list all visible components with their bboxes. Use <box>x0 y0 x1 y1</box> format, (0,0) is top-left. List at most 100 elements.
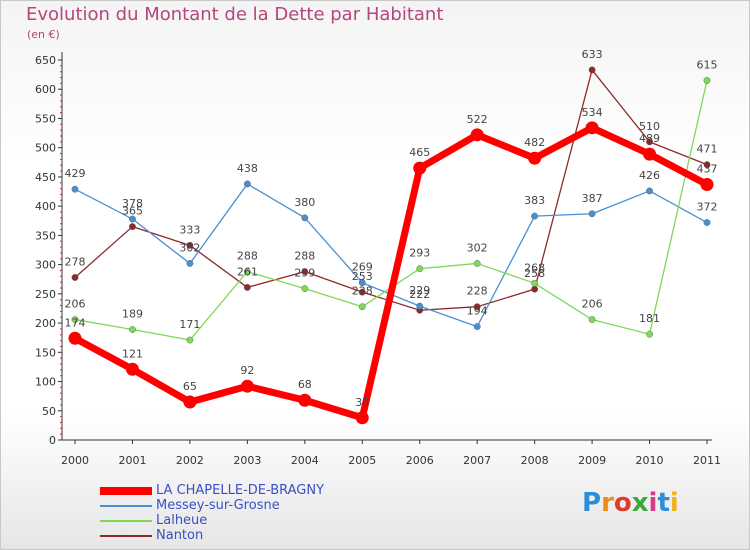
data-point <box>646 330 653 338</box>
data-label: 189 <box>122 308 143 321</box>
y-axis-unit: (en €) <box>27 28 60 41</box>
data-point <box>413 161 427 175</box>
data-point <box>703 77 711 84</box>
data-point <box>531 212 539 220</box>
data-point <box>125 362 139 376</box>
data-point <box>588 316 596 323</box>
data-label: 261 <box>237 265 258 278</box>
x-tick-label: 2005 <box>348 454 376 467</box>
series-line <box>71 124 711 422</box>
data-point <box>186 260 194 267</box>
data-label: 437 <box>697 163 718 176</box>
data-label: 438 <box>237 162 258 175</box>
data-label: 229 <box>409 284 430 297</box>
x-tick-label: 2011 <box>693 454 721 467</box>
data-point <box>301 214 309 222</box>
data-label: 489 <box>639 132 660 145</box>
y-tick-label: 150 <box>35 346 56 359</box>
data-point <box>298 393 312 407</box>
legend-label: Lalheue <box>156 513 208 528</box>
legend-swatch <box>100 520 152 522</box>
data-label: 65 <box>183 380 197 393</box>
data-label: 387 <box>582 192 603 205</box>
data-label: 426 <box>639 169 660 182</box>
data-point <box>129 223 136 231</box>
data-point <box>301 285 309 292</box>
data-label: 206 <box>65 298 86 311</box>
data-label: 181 <box>639 312 660 325</box>
data-point <box>416 302 424 310</box>
legend-swatch <box>100 505 152 507</box>
y-tick-label: 250 <box>35 288 56 301</box>
data-label: 92 <box>240 364 254 377</box>
y-tick-label: 400 <box>35 200 56 213</box>
data-label: 121 <box>122 347 143 360</box>
x-tick-label: 2010 <box>636 454 664 467</box>
data-point <box>531 279 539 287</box>
data-label: 38 <box>355 396 369 409</box>
data-label: 253 <box>352 270 373 283</box>
y-tick-label: 650 <box>35 54 56 67</box>
y-tick-label: 0 <box>49 434 56 447</box>
data-label: 615 <box>697 58 718 71</box>
series-line <box>74 69 708 311</box>
data-label: 429 <box>65 167 86 180</box>
data-point <box>243 284 251 291</box>
data-point <box>71 185 79 193</box>
data-label: 482 <box>524 136 545 149</box>
data-label: 194 <box>467 305 488 318</box>
y-tick-label: 600 <box>35 83 56 96</box>
data-point <box>68 331 82 345</box>
data-point <box>473 323 481 330</box>
data-label: 268 <box>524 261 545 274</box>
data-point <box>240 379 254 393</box>
y-tick-label: 200 <box>35 317 56 330</box>
x-tick-label: 2006 <box>406 454 434 467</box>
data-label: 380 <box>294 196 315 209</box>
y-tick-label: 350 <box>35 229 56 242</box>
x-tick-label: 2002 <box>176 454 204 467</box>
x-tick-label: 2003 <box>233 454 261 467</box>
data-point <box>71 274 79 281</box>
data-point <box>301 268 309 276</box>
y-tick-label: 300 <box>35 259 56 272</box>
x-tick-label: 2000 <box>61 454 89 467</box>
data-point <box>646 138 653 146</box>
y-tick-label: 450 <box>35 171 56 184</box>
data-point <box>643 147 657 161</box>
x-tick-label: 2009 <box>578 454 606 467</box>
data-label: 365 <box>122 205 143 218</box>
data-point <box>243 180 251 188</box>
data-label: 465 <box>409 146 430 159</box>
data-label: 510 <box>639 120 660 133</box>
data-label: 288 <box>237 250 258 263</box>
data-label: 68 <box>298 378 312 391</box>
data-label: 633 <box>582 48 603 61</box>
data-label: 174 <box>65 316 86 329</box>
data-point <box>416 265 424 273</box>
data-point <box>358 303 366 311</box>
proxiti-logo: Proxiti <box>582 488 679 518</box>
chart-title: Evolution du Montant de la Dette par Hab… <box>26 4 444 25</box>
data-point <box>129 215 136 223</box>
data-label: 269 <box>352 261 373 274</box>
data-point <box>358 279 366 287</box>
data-point <box>588 210 596 218</box>
legend-label: Nanton <box>156 528 204 543</box>
data-point <box>129 326 136 333</box>
legend-label: Messey-sur-Grosne <box>156 498 280 513</box>
x-tick-label: 2001 <box>118 454 146 467</box>
data-point <box>700 178 714 192</box>
data-point <box>355 411 369 425</box>
data-label: 372 <box>697 201 718 214</box>
data-label: 383 <box>524 194 545 207</box>
data-label: 228 <box>467 285 488 298</box>
data-point <box>183 395 197 409</box>
data-label: 171 <box>179 318 200 331</box>
y-tick-label: 550 <box>35 112 56 125</box>
y-tick-label: 50 <box>42 405 56 418</box>
data-point <box>186 336 194 344</box>
data-label: 522 <box>467 113 488 126</box>
data-label: 259 <box>294 267 315 280</box>
